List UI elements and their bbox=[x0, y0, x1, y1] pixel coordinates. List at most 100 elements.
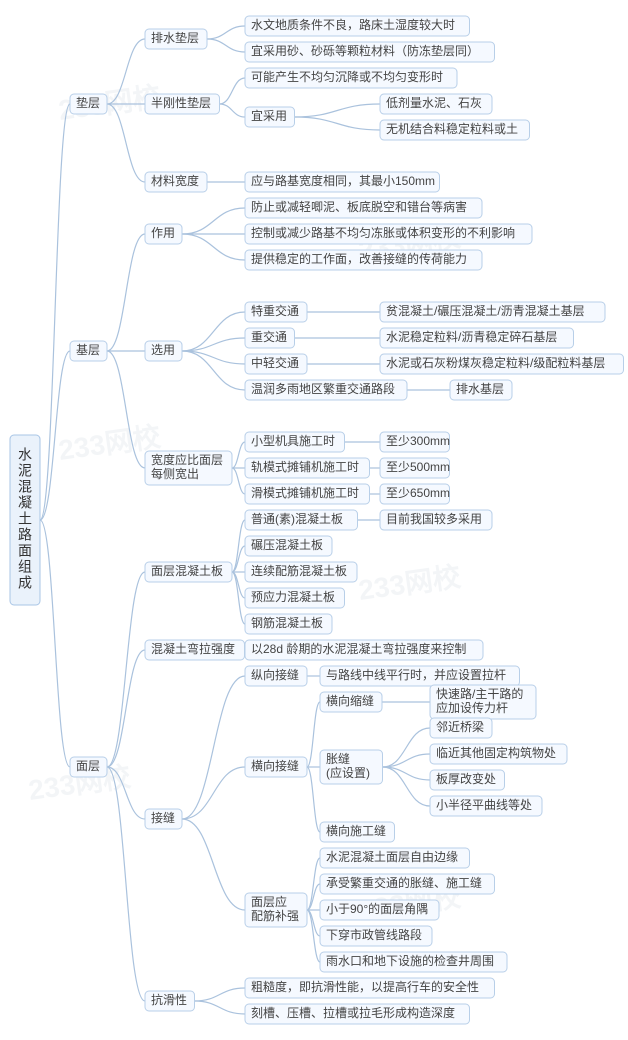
node-label: 至少300mm bbox=[386, 434, 450, 448]
watermark: 233网校 bbox=[356, 560, 463, 606]
tree-node: 宽度应比面层每侧宽出 bbox=[145, 451, 232, 485]
root-label: 路 bbox=[18, 527, 32, 543]
tree-node: 中轻交通 bbox=[245, 354, 307, 374]
tree-node: 温润多雨地区繁重交通路段 bbox=[245, 380, 407, 400]
tree-link bbox=[307, 702, 320, 767]
node-label: 连续配筋混凝土板 bbox=[251, 563, 347, 578]
tree-link bbox=[232, 468, 245, 494]
tree-node: 滑模式摊铺机施工时 bbox=[245, 484, 370, 504]
node-label: 轨模式摊铺机施工时 bbox=[251, 460, 359, 474]
node-label: 材料宽度 bbox=[151, 173, 199, 188]
node-label: 抗滑性 bbox=[151, 992, 187, 1007]
node-label: 配筋补强 bbox=[251, 908, 299, 923]
node-label: 小型机具施工时 bbox=[251, 434, 335, 448]
node-label: 防止或减轻唧泥、板底脱空和错台等病害 bbox=[251, 199, 467, 214]
tree-node: 特重交通 bbox=[245, 302, 307, 322]
node-label: 混凝土弯拉强度 bbox=[151, 641, 235, 656]
tree-node: 面层 bbox=[70, 757, 107, 777]
tree-node: 宜采用 bbox=[245, 107, 295, 127]
node-label: 水泥混凝土面层自由边缘 bbox=[326, 849, 458, 864]
tree-node: 排水垫层 bbox=[145, 29, 207, 49]
node-label: 选用 bbox=[151, 343, 175, 357]
tree-node: 面层混凝土板 bbox=[145, 562, 232, 582]
node-label: 接缝 bbox=[151, 810, 175, 825]
tree-node: 贫混凝土/碾压混凝土/沥青混凝土基层 bbox=[380, 302, 605, 322]
root-label: 泥 bbox=[18, 463, 32, 479]
node-label: 至少500mm bbox=[386, 460, 450, 474]
node-label: 提供稳定的工作面，改善接缝的传荷能力 bbox=[251, 251, 467, 266]
tree-node: 提供稳定的工作面，改善接缝的传荷能力 bbox=[245, 250, 482, 270]
node-label: 应加设传力杆 bbox=[436, 700, 508, 715]
node-label: 控制或减少路基不均匀冻胀或体积变形的不利影响 bbox=[251, 225, 515, 240]
node-label: 钢筋混凝土板 bbox=[251, 615, 323, 630]
tree-node: 刻槽、压槽、拉槽或拉毛形成构造深度 bbox=[245, 1004, 470, 1024]
tree-node: 重交通 bbox=[245, 328, 295, 348]
tree-link bbox=[40, 520, 70, 767]
tree-node: 普通(素)混凝土板 bbox=[245, 510, 358, 530]
node-label: 宜采用砂、砂砾等颗粒材料（防冻垫层同） bbox=[251, 43, 479, 58]
node-label: 重交通 bbox=[251, 329, 287, 344]
node-label: 可能产生不均匀沉降或不均匀变形时 bbox=[251, 69, 443, 84]
tree-node: 可能产生不均匀沉降或不均匀变形时 bbox=[245, 68, 457, 88]
tree-node: 作用 bbox=[145, 224, 182, 244]
tree-link bbox=[307, 767, 320, 832]
tree-link bbox=[182, 351, 245, 390]
tree-node: 连续配筋混凝土板 bbox=[245, 562, 357, 582]
node-label: 面层应 bbox=[251, 894, 287, 909]
node-label: 滑模式摊铺机施工时 bbox=[251, 486, 359, 500]
tree-node: 至少650mm bbox=[380, 484, 450, 504]
tree-link bbox=[182, 819, 245, 910]
node-label: 特重交通 bbox=[251, 303, 299, 318]
tree-node: 水泥或石灰粉煤灰稳定粒料/级配粒料基层 bbox=[380, 354, 624, 374]
mindmap-canvas: 233网校233网校233网校233网校233网校233网校水泥混凝土路面组成垫… bbox=[0, 0, 628, 1040]
tree-link bbox=[182, 312, 245, 351]
tree-link bbox=[307, 910, 320, 962]
node-label: 承受繁重交通的胀缝、施工缝 bbox=[326, 875, 482, 890]
tree-node: 邻近桥梁 bbox=[430, 718, 492, 738]
node-label: 垫层 bbox=[76, 95, 100, 110]
tree-node: 垫层 bbox=[70, 94, 107, 114]
node-label: 作用 bbox=[151, 226, 175, 240]
node-label: 排水基层 bbox=[456, 382, 504, 396]
tree-link bbox=[307, 858, 320, 910]
tree-node: 小半径平曲线等处 bbox=[430, 796, 542, 816]
tree-node: 防止或减轻唧泥、板底脱空和错台等病害 bbox=[245, 198, 482, 218]
tree-node: 纵向接缝 bbox=[245, 666, 307, 686]
node-label: 温润多雨地区繁重交通路段 bbox=[251, 381, 395, 396]
tree-link bbox=[232, 520, 245, 572]
tree-link bbox=[182, 676, 245, 819]
node-label: 预应力混凝土板 bbox=[251, 589, 335, 604]
node-label: (应设置) bbox=[326, 765, 370, 780]
tree-link bbox=[207, 39, 245, 52]
tree-link bbox=[295, 117, 381, 130]
node-label: 快速路/主干路的 bbox=[436, 686, 523, 701]
tree-node: 基层 bbox=[70, 341, 107, 361]
node-label: 横向缩缝 bbox=[326, 693, 374, 708]
tree-link bbox=[182, 767, 245, 819]
tree-node: 快速路/主干路的应加设传力杆 bbox=[430, 685, 536, 719]
tree-link bbox=[220, 104, 246, 117]
node-label: 面层 bbox=[76, 759, 100, 773]
tree-link bbox=[107, 767, 145, 1001]
tree-link bbox=[107, 234, 145, 351]
node-label: 邻近桥梁 bbox=[436, 719, 484, 734]
tree-node: 轨模式摊铺机施工时 bbox=[245, 458, 370, 478]
tree-link bbox=[195, 1001, 246, 1014]
tree-link bbox=[182, 234, 245, 260]
node-label: 下穿市政管线路段 bbox=[326, 927, 422, 942]
tree-link bbox=[295, 104, 381, 117]
node-label: 目前我国较多采用 bbox=[386, 511, 482, 526]
node-label: 临近其他固定构筑物处 bbox=[436, 745, 556, 760]
tree-node: 排水基层 bbox=[450, 380, 512, 400]
tree-node: 承受繁重交通的胀缝、施工缝 bbox=[320, 874, 495, 894]
node-label: 板厚改变处 bbox=[436, 771, 496, 786]
tree-node: 水泥稳定粒料/沥青稳定碎石基层 bbox=[380, 328, 574, 348]
tree-node: 小型机具施工时 bbox=[245, 432, 345, 452]
tree-node: 至少300mm bbox=[380, 432, 450, 452]
root-label: 组 bbox=[18, 559, 32, 575]
tree-node: 临近其他固定构筑物处 bbox=[430, 744, 567, 764]
tree-node: 混凝土弯拉强度 bbox=[145, 640, 245, 660]
tree-node: 无机结合料稳定粒料或土 bbox=[380, 120, 530, 140]
tree-node: 宜采用砂、砂砾等颗粒材料（防冻垫层同） bbox=[245, 42, 495, 62]
tree-link bbox=[232, 442, 245, 468]
